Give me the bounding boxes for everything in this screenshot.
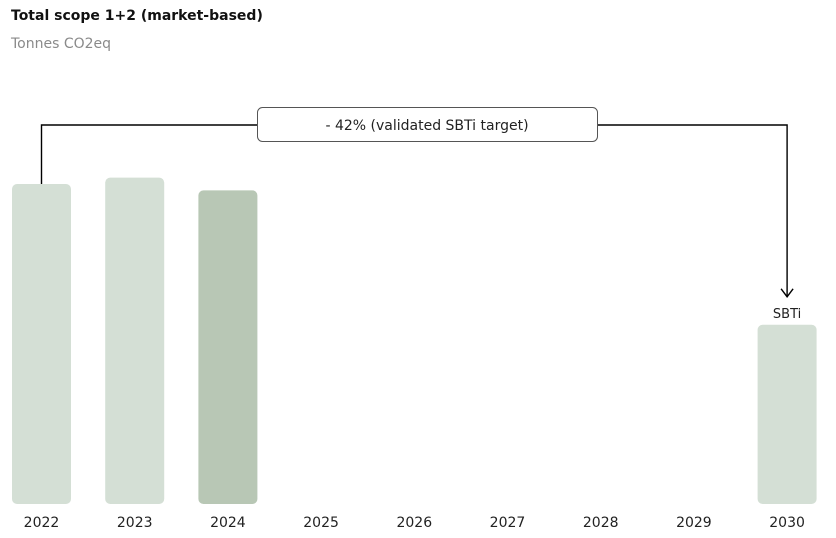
x-tick-label-2022: 2022 bbox=[24, 515, 60, 531]
annotation-text: - 42% (validated SBTi target) bbox=[325, 118, 528, 134]
x-tick-label-2027: 2027 bbox=[490, 515, 526, 531]
bar-2022 bbox=[12, 184, 71, 504]
x-tick-label-2024: 2024 bbox=[210, 515, 246, 531]
arrow-head bbox=[780, 288, 794, 298]
bar-2030 bbox=[757, 324, 817, 504]
x-tick-label-2025: 2025 bbox=[303, 515, 339, 531]
x-tick-label-2026: 2026 bbox=[396, 515, 432, 531]
chart-subtitle: Tonnes CO2eq bbox=[11, 36, 112, 52]
bars: SBTi bbox=[12, 177, 817, 504]
bar-2024 bbox=[198, 190, 258, 504]
x-tick-label-2023: 2023 bbox=[117, 515, 153, 531]
x-tick-label-2030: 2030 bbox=[769, 515, 805, 531]
x-tick-label-2029: 2029 bbox=[676, 515, 712, 531]
x-tick-label-2028: 2028 bbox=[583, 515, 619, 531]
chart-title: Total scope 1+2 (market-based) bbox=[11, 8, 263, 24]
target-annotation: - 42% (validated SBTi target) bbox=[257, 107, 598, 142]
bar-2023 bbox=[105, 177, 165, 504]
x-axis-ticks: 2022 2023 2024 2025 2026 2027 2028 2029 2030 bbox=[24, 515, 805, 531]
bar-label-2030: SBTi bbox=[773, 307, 801, 322]
annotation-box bbox=[257, 107, 598, 142]
